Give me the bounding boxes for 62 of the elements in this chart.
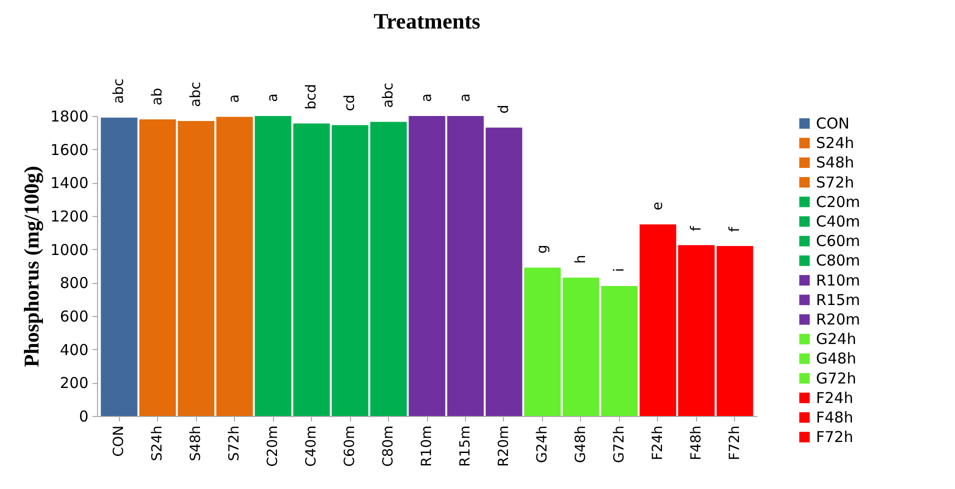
x-tick-label: R20m bbox=[496, 426, 512, 467]
x-tick-label: S48h bbox=[188, 426, 204, 462]
y-tick-label: 400 bbox=[60, 340, 88, 359]
x-tick-label: C20m bbox=[265, 426, 282, 467]
data-label: abc bbox=[188, 82, 204, 107]
x-tick-label: F24h bbox=[650, 426, 666, 460]
data-label: a bbox=[265, 93, 282, 102]
legend-label: F24h bbox=[816, 388, 854, 407]
legend-label: R15m bbox=[816, 290, 860, 309]
data-label: h bbox=[572, 254, 589, 264]
y-tick-label: 1400 bbox=[50, 174, 88, 192]
data-label: abc bbox=[380, 82, 397, 108]
x-tick-label: C40m bbox=[304, 426, 320, 467]
x-tick-label: G24h bbox=[534, 426, 550, 464]
data-label: a bbox=[457, 93, 474, 102]
data-label: e bbox=[650, 202, 666, 210]
legend-label: C40m bbox=[816, 212, 860, 230]
x-tick-label: S24h bbox=[150, 426, 166, 462]
legend-label: C80m bbox=[816, 252, 860, 270]
legend-label: G48h bbox=[816, 350, 856, 368]
data-label: d bbox=[496, 104, 512, 114]
x-tick-label: R15m bbox=[457, 426, 474, 467]
data-label: bcd bbox=[304, 84, 320, 110]
legend-label: R20m bbox=[816, 310, 860, 328]
y-tick-label: 800 bbox=[60, 274, 88, 292]
x-tick-label: G48h bbox=[572, 426, 589, 464]
data-label: i bbox=[611, 268, 628, 272]
x-tick-label: R10m bbox=[419, 426, 435, 467]
data-label: a bbox=[419, 93, 435, 102]
legend-label: S72h bbox=[816, 173, 854, 192]
data-label: cd bbox=[342, 94, 358, 112]
legend-label: G72h bbox=[816, 369, 856, 388]
data-label: f bbox=[688, 225, 704, 232]
legend-label: F48h bbox=[816, 408, 854, 426]
y-tick-label: 200 bbox=[60, 374, 88, 392]
y-axis-title: Phosphorus (mg/100g) bbox=[19, 166, 44, 368]
x-tick-label: CON bbox=[111, 426, 128, 457]
legend-label: G24h bbox=[816, 330, 856, 348]
data-label: a bbox=[226, 94, 243, 103]
legend-label: CON bbox=[816, 114, 850, 132]
y-tick-label: 1000 bbox=[50, 240, 88, 259]
y-tick-label: 0 bbox=[78, 408, 88, 426]
data-label: g bbox=[534, 244, 550, 254]
x-tick-label: F72h bbox=[726, 426, 743, 460]
x-tick-label: G72h bbox=[611, 426, 628, 464]
legend-label: S24h bbox=[816, 134, 854, 152]
y-tick-label: 600 bbox=[60, 308, 88, 326]
x-tick-label: C60m bbox=[342, 426, 358, 467]
data-label: ab bbox=[150, 88, 166, 106]
y-tick-label: 1600 bbox=[50, 140, 88, 159]
chart-title: Treatments bbox=[374, 8, 481, 34]
x-tick-label: S72h bbox=[226, 426, 243, 462]
x-tick-label: C80m bbox=[380, 426, 397, 467]
legend-label: C20m bbox=[816, 192, 860, 211]
y-tick-label: 1800 bbox=[50, 108, 88, 126]
data-label: f bbox=[726, 226, 743, 232]
legend-label: S48h bbox=[816, 154, 854, 172]
legend-label: R10m bbox=[816, 271, 860, 290]
x-tick-label: F48h bbox=[688, 426, 704, 460]
data-label: abc bbox=[111, 78, 128, 104]
y-tick-label: 1200 bbox=[50, 208, 88, 226]
legend-label: C60m bbox=[816, 232, 860, 250]
